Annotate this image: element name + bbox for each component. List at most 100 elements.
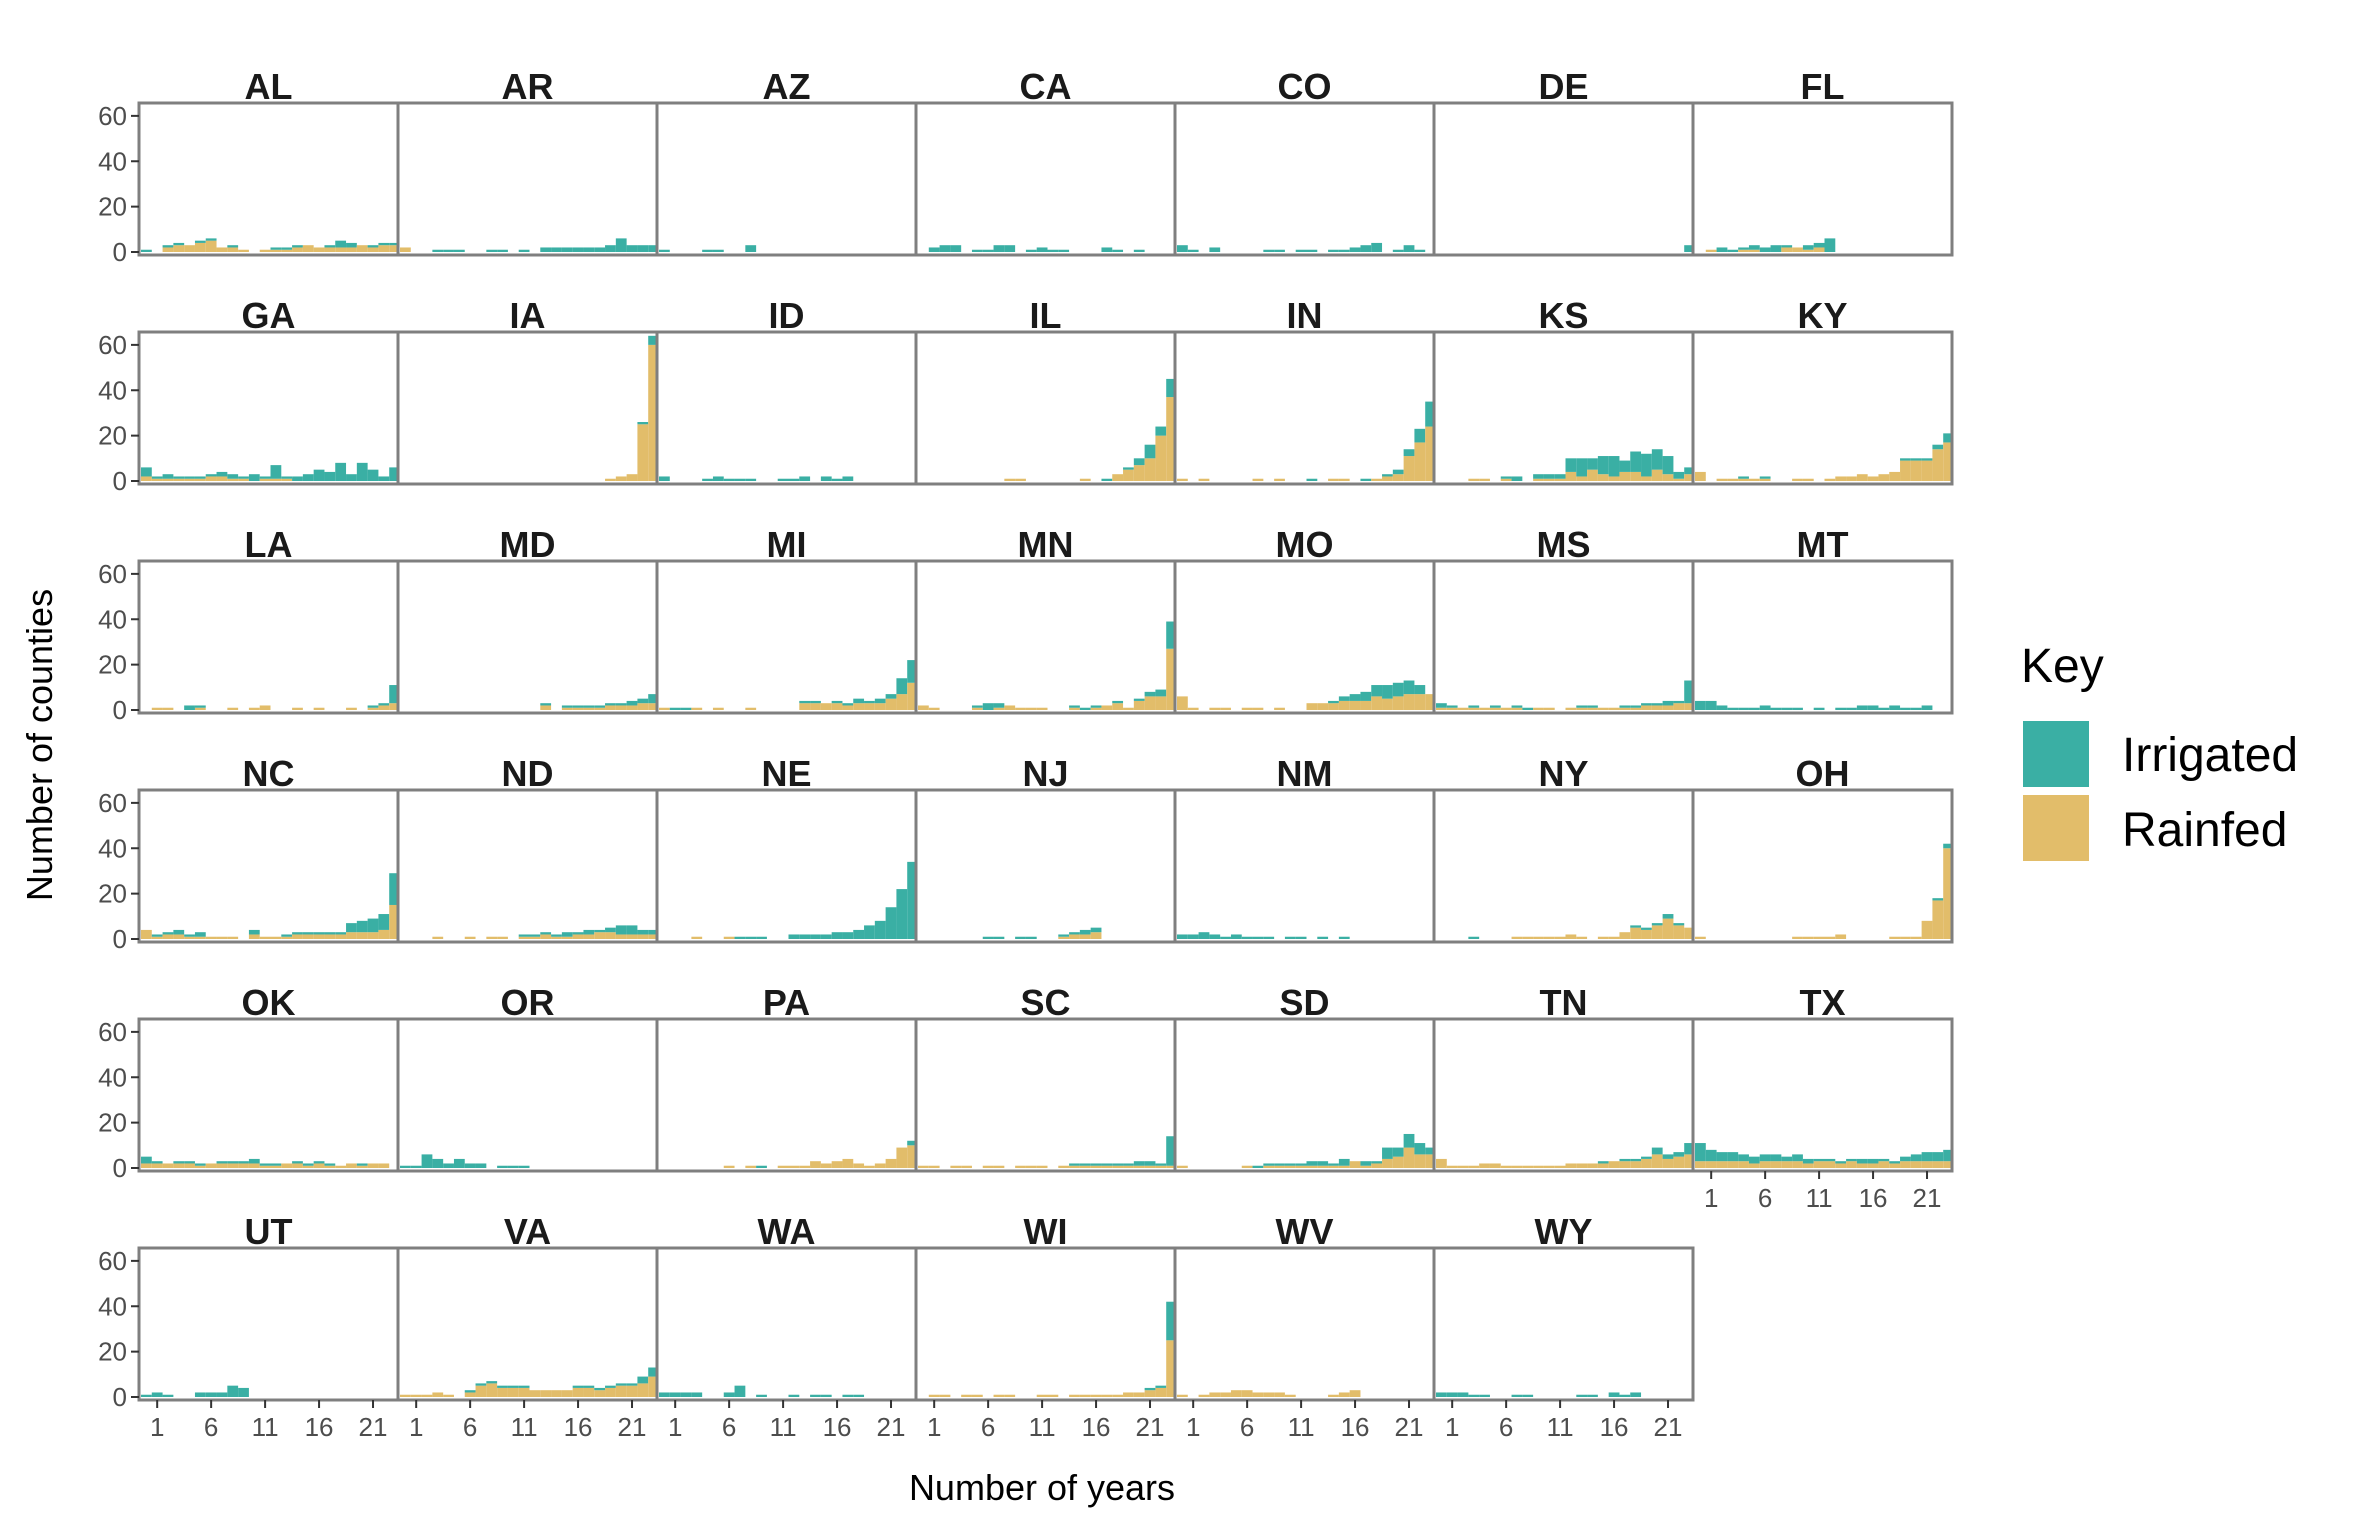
bar-pa-rainfed-15 — [810, 1161, 821, 1168]
bar-ms-rainfed-23 — [1673, 703, 1685, 710]
bar-fl-rainfed-12 — [1813, 247, 1825, 252]
bar-sc-rainfed-19 — [1112, 1165, 1124, 1168]
bar-ks-rainfed-12 — [1554, 478, 1566, 481]
bar-ms-irrigated-18 — [1619, 705, 1631, 708]
bar-wa-irrigated-13 — [788, 1394, 800, 1397]
bar-al-rainfed-3 — [162, 247, 174, 252]
bar-mo-irrigated-19 — [1371, 685, 1383, 697]
bar-ks-irrigated-11 — [1543, 474, 1555, 479]
x-tick-label-ut-16: 16 — [305, 1412, 334, 1442]
bar-ms-irrigated-15 — [1587, 705, 1598, 708]
bar-ga-irrigated-24 — [389, 467, 398, 481]
bar-va-rainfed-16 — [561, 1390, 573, 1397]
bar-wi-rainfed-19 — [1112, 1394, 1124, 1397]
bar-ar-irrigated-17 — [572, 247, 584, 252]
bars-nm — [1177, 932, 1350, 939]
x-tick-label-wi-16: 16 — [1082, 1412, 1111, 1442]
bar-ca-irrigated-19 — [1112, 249, 1124, 252]
y-tick-label-la-60: 60 — [98, 559, 127, 589]
bar-sc-irrigated-15 — [1069, 1163, 1080, 1166]
bar-ms-irrigated-22 — [1662, 700, 1674, 706]
bar-ga-irrigated-2 — [151, 476, 163, 479]
bar-sc-rainfed-1 — [918, 1165, 929, 1168]
bar-nc-rainfed-16 — [302, 934, 314, 939]
bar-nc-rainfed-24 — [389, 904, 398, 939]
bar-va-irrigated-9 — [486, 1381, 498, 1384]
bar-pa-rainfed-25 — [918, 1145, 929, 1168]
bar-tn-rainfed-17 — [1608, 1161, 1620, 1168]
bar-in-irrigated-13 — [1306, 478, 1318, 481]
bar-pa-irrigated-25 — [918, 1141, 929, 1146]
bar-fl-rainfed-6 — [1748, 249, 1760, 252]
bar-nj-irrigated-8 — [993, 936, 1005, 939]
bar-il-irrigated-18 — [1101, 478, 1113, 481]
bar-mo-rainfed-23 — [1414, 694, 1426, 710]
bar-ok-rainfed-6 — [194, 1165, 206, 1168]
bar-la-rainfed-22 — [367, 707, 379, 710]
y-tick-label-ut-0: 0 — [113, 1382, 127, 1412]
bar-ms-irrigated-2 — [1446, 705, 1458, 708]
bar-ms-irrigated-6 — [1489, 705, 1501, 708]
bar-tx-rainfed-20 — [1900, 1161, 1911, 1168]
bar-fl-rainfed-9 — [1781, 247, 1793, 252]
bar-or-irrigated-11 — [507, 1165, 519, 1168]
panel-oh: OH — [1691, 753, 1954, 944]
bar-in-rainfed-24 — [1425, 426, 1434, 481]
bar-nc-irrigated-11 — [248, 929, 260, 935]
bar-tx-irrigated-3 — [1716, 1152, 1728, 1162]
panel-title-mi: MI — [767, 524, 807, 565]
panel-wy: WY1 6 11 16 21 — [1432, 1211, 1695, 1442]
panel-title-mo: MO — [1276, 524, 1334, 565]
bar-tx-rainfed-15 — [1846, 1161, 1857, 1168]
bar-wy-irrigated-19 — [1630, 1392, 1642, 1397]
bars-az — [659, 245, 757, 252]
bar-mn-rainfed-15 — [1069, 707, 1080, 710]
panel-de: DE — [1432, 66, 1695, 257]
bar-or-irrigated-5 — [443, 1163, 454, 1168]
panel-ok: OK 0 20 40 60 — [98, 982, 400, 1183]
bar-ms-rainfed-21 — [1651, 705, 1663, 710]
bar-wa-irrigated-2 — [669, 1392, 681, 1397]
bar-mi-rainfed-16 — [820, 703, 832, 710]
bar-sc-rainfed-21 — [1133, 1165, 1145, 1168]
bar-sd-rainfed-7 — [1241, 1165, 1253, 1168]
bar-tx-irrigated-6 — [1748, 1156, 1760, 1164]
bar-ga-irrigated-6 — [194, 476, 206, 479]
bar-nd-rainfed-12 — [518, 936, 530, 939]
panel-border-la — [137, 559, 400, 715]
bar-fl-irrigated-12 — [1813, 242, 1825, 248]
panel-border-ia — [396, 330, 659, 486]
bar-md-rainfed-14 — [540, 705, 552, 710]
bar-nm-irrigated-16 — [1338, 936, 1350, 939]
panel-wa: WA1 6 11 16 21 — [655, 1211, 918, 1442]
bar-il-rainfed-10 — [1015, 478, 1026, 481]
bar-nm-irrigated-3 — [1198, 932, 1210, 939]
bar-tn-rainfed-8 — [1511, 1165, 1523, 1168]
x-tick-label-tx-1: 1 — [1704, 1183, 1718, 1213]
bar-tn-rainfed-19 — [1630, 1161, 1642, 1168]
bar-ky-rainfed-24 — [1943, 442, 1952, 481]
bar-wi-rainfed-16 — [1079, 1394, 1091, 1397]
bar-al-rainfed-6 — [194, 242, 206, 252]
bar-sc-rainfed-24 — [1166, 1165, 1175, 1168]
panel-ny: NY — [1432, 753, 1695, 944]
bar-sd-rainfed-20 — [1382, 1158, 1393, 1168]
bar-wi-rainfed-3 — [939, 1394, 951, 1397]
bar-tn-irrigated-16 — [1597, 1161, 1609, 1164]
bar-al-irrigated-3 — [162, 245, 174, 248]
panel-co: CO — [1173, 66, 1436, 257]
bar-ky-rainfed-13 — [1824, 478, 1836, 481]
bar-ks-rainfed-23 — [1673, 478, 1685, 481]
x-tick-label-tx-16: 16 — [1859, 1183, 1888, 1213]
bar-wa-irrigated-4 — [691, 1392, 703, 1397]
bar-ok-rainfed-11 — [248, 1163, 260, 1168]
bars-ia — [605, 335, 657, 481]
bar-wv-rainfed-4 — [1209, 1392, 1221, 1397]
bars-la — [151, 685, 398, 710]
y-tick-label-ut-40: 40 — [98, 1291, 127, 1321]
bar-fl-irrigated-11 — [1802, 245, 1814, 250]
bar-wi-rainfed-8 — [993, 1394, 1005, 1397]
y-tick-label-nc-60: 60 — [98, 788, 127, 818]
panel-title-il: IL — [1030, 295, 1062, 336]
bar-mi-irrigated-2 — [669, 707, 681, 710]
